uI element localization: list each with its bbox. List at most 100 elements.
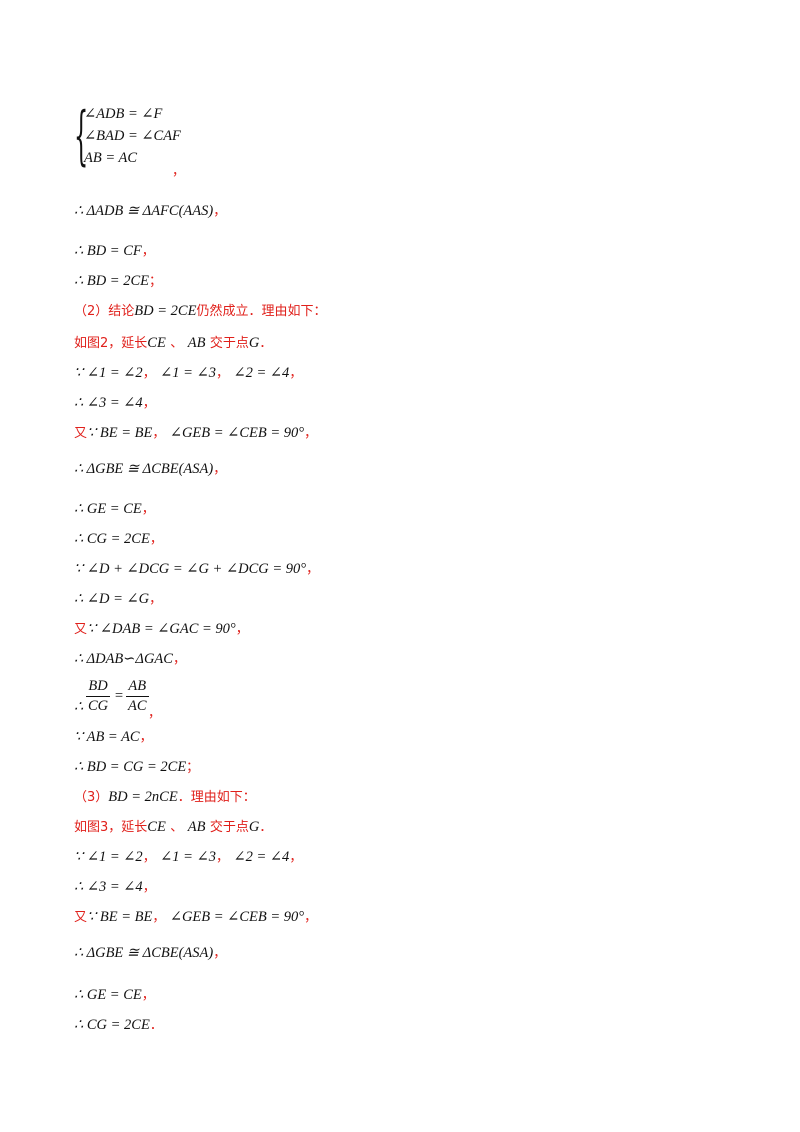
system-brace: { [74,99,89,173]
fraction-numerator: AB [128,678,147,694]
punctuation: ， [306,562,320,577]
connector-text: 又 [74,910,88,925]
punctuation: ， [148,706,162,721]
proof-line: ∴ GE = CE， [74,986,155,1005]
proof-line: ∴ CG = 2CE， [74,530,163,549]
equals-sign: = [114,688,124,704]
construction-text: 、 [170,820,184,835]
proof-line: ∴ BD = CG = 2CE； [74,758,199,777]
fraction-right: AB AC [126,678,149,715]
punctuation: ， [304,426,318,441]
math-expression: ∴ GE = CE [74,987,142,1003]
math-expression: ∴ ΔGBE ≅ ΔCBE(ASA) [74,461,214,477]
math-expression: ∵ ∠D + ∠DCG = ∠G + ∠DCG = 90° [74,561,307,577]
punctuation: ， [216,850,230,865]
math-expression: AB [187,335,206,351]
proof-line-3: ∴ BD = 2CE； [74,272,162,291]
punctuation: ， [235,622,249,637]
math-expression: ∴ GE = CE [74,501,142,517]
math-expression: CE [147,819,166,835]
fraction-numerator: BD [88,678,108,694]
heading-text: （2）结论 [74,304,135,319]
punctuation: ； [186,760,200,775]
math-expression: CE [147,335,166,351]
proof-line: 又∵ BE = BE， ∠GEB = ∠CEB = 90°， [74,908,317,927]
construction-text: 交于点 [209,336,249,351]
part-3-heading: （3）BD = 2nCE．理由如下： [74,788,256,807]
construction-text: 如图2，延长 [74,336,148,351]
punctuation: ， [152,910,166,925]
math-expression: ∵ ∠1 = ∠2 [74,365,143,381]
punctuation: ， [289,366,303,381]
math-expression: ∵ BE = BE [87,425,153,441]
construction-text: 交于点 [209,820,249,835]
fraction-bar [126,696,149,697]
math-expression: G [248,335,260,351]
heading-text: ．理由如下： [177,790,256,805]
math-expression: ∠2 = ∠4 [233,365,290,381]
figure-3-construction: 如图3，延长CE 、 AB 交于点G． [74,818,272,837]
proof-line: ∴ GE = CE， [74,500,155,519]
punctuation: ， [142,396,156,411]
proof-line: 又∵ BE = BE， ∠GEB = ∠CEB = 90°， [74,424,317,443]
construction-text: 如图3，延长 [74,820,148,835]
math-expression: ∴ ∠3 = ∠4 [74,879,143,895]
punctuation: ． [149,1018,163,1033]
connector-text: 又 [74,426,88,441]
proof-line: ∴ CG = 2CE． [74,1016,163,1035]
math-expression: ∠2 = ∠4 [233,849,290,865]
math-expression: G [248,819,260,835]
math-expression: ∴ BD = CG = 2CE [74,759,187,775]
therefore-symbol: ∴ [74,699,84,715]
proof-line: ∴ ∠3 = ∠4， [74,394,156,413]
math-expression: ∵ AB = AC [74,729,140,745]
math-expression: AB [187,819,206,835]
punctuation: ， [304,910,318,925]
math-expression: ∵ ∠DAB = ∠GAC = 90° [87,621,236,637]
punctuation: ， [142,366,156,381]
system-tail-punct: ， [172,164,186,179]
punctuation: ， [149,532,163,547]
proof-line-1: ∴ ΔADB ≅ ΔAFC(AAS)， [74,202,226,221]
math-expression: ∠1 = ∠3 [160,849,216,865]
punctuation: ． [259,820,273,835]
punctuation: ， [213,462,227,477]
math-expression: ∴ BD = 2CE [74,273,149,289]
construction-text: 、 [170,336,184,351]
fraction-bar [86,696,111,697]
punctuation: ， [141,988,155,1003]
proof-line: ∴ ΔDAB∽ΔGAC， [74,650,186,669]
punctuation: ， [213,204,227,219]
punctuation: ， [139,730,153,745]
system-line-2: ∠BAD = ∠CAF [84,128,181,144]
proof-line: ∴ ΔGBE ≅ ΔCBE(ASA)， [74,944,226,963]
punctuation: ， [142,880,156,895]
math-expression: ∵ BE = BE [87,909,153,925]
punctuation: ， [141,244,155,259]
system-line-3: AB = AC [84,150,138,166]
proof-line: ∵ AB = AC， [74,728,153,747]
math-expression: ∴ ∠3 = ∠4 [74,395,143,411]
math-expression: ∠GEB = ∠CEB = 90° [169,909,305,925]
punctuation: ． [259,336,273,351]
math-expression: ∴ ΔGBE ≅ ΔCBE(ASA) [74,945,214,961]
proof-line: ∴ ΔGBE ≅ ΔCBE(ASA)， [74,460,226,479]
math-expression: ∠GEB = ∠CEB = 90° [169,425,305,441]
math-expression: ∴ CG = 2CE [74,531,150,547]
proof-line-angles: ∵ ∠1 = ∠2， ∠1 = ∠3， ∠2 = ∠4， [74,848,302,867]
math-expression: ∴ ΔADB ≅ ΔAFC(AAS) [74,203,214,219]
punctuation: ， [289,850,303,865]
system-line-1: ∠ADB = ∠F [84,106,163,122]
punctuation: ， [141,502,155,517]
punctuation: ， [152,426,166,441]
proof-line-2: ∴ BD = CF， [74,242,155,261]
proof-line-angles: ∵ ∠1 = ∠2， ∠1 = ∠3， ∠2 = ∠4， [74,364,302,383]
proof-line: 又∵ ∠DAB = ∠GAC = 90°， [74,620,249,639]
heading-text: （3） [74,790,109,805]
math-expression: ∴ BD = CF [74,243,142,259]
connector-text: 又 [74,622,88,637]
punctuation: ， [142,850,156,865]
heading-text: 仍然成立．理由如下： [196,304,327,319]
math-expression: BD = 2nCE [108,789,178,805]
proof-line: ∴ ∠D = ∠G， [74,590,162,609]
